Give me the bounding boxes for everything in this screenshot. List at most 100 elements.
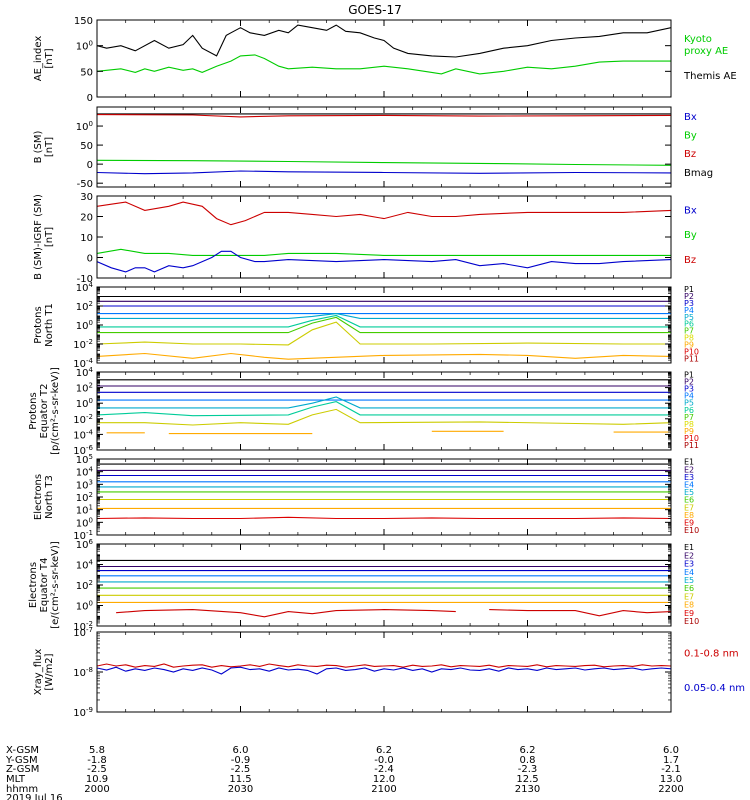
ephemeris-value: 6.2 [376, 745, 392, 756]
legend-entry: P8 [684, 420, 694, 429]
series-line-0-1-0-8-nm [97, 663, 671, 668]
y-tick-label: 104 [76, 559, 94, 572]
legend-entry: E8 [684, 601, 694, 610]
ephemeris-value: 11.5 [229, 774, 251, 785]
ephemeris-row-label: MLT [6, 774, 26, 785]
y-axis-label: AE_index [33, 36, 44, 82]
ephemeris-table: X-GSM 5.8 6.0 6.2 6.2 6.0 Y-GSM -1.8 -0.9 -0.0 0.8… [5, 745, 684, 800]
legend-entry: P7 [684, 413, 694, 422]
y-axis-label: Electrons [28, 562, 39, 608]
legend-entry: E3 [684, 560, 694, 569]
series-line-p5 [97, 396, 671, 409]
ephemeris-value: 6.0 [233, 745, 249, 756]
legend-entry: By [684, 230, 697, 241]
series-line-p5 [97, 313, 671, 319]
legend-entry: E5 [684, 576, 694, 585]
legend-entry: P10 [684, 347, 699, 356]
panel-frame [96, 371, 672, 451]
series-line-p7 [97, 316, 671, 334]
legend-entry: P3 [684, 299, 694, 308]
ephemeris-value: 12.5 [516, 774, 538, 785]
series-group [97, 295, 671, 360]
series-group [97, 379, 671, 435]
y-axis-label: [p/(cm²-s-sr-keV)] [50, 367, 61, 455]
y-axis-label: B (SM) [33, 130, 44, 163]
legend-entry: Bz [684, 255, 696, 266]
ephemeris-row-label: X-GSM [6, 745, 39, 756]
y-axis-label: [nT] [44, 227, 55, 247]
y-tick-label: 104 [76, 466, 94, 479]
y-tick-label: 102 [76, 300, 93, 313]
y-axis-label: [nT] [44, 48, 55, 68]
y-tick-label: 50 [80, 141, 93, 152]
ephemeris-value: -2.5 [87, 764, 107, 775]
y-tick-label: 100 [76, 516, 93, 529]
y-tick-label: 0 [87, 160, 93, 171]
legend-entry: E7 [684, 503, 694, 512]
legend-entry: 0.1-0.8 nm [684, 648, 739, 659]
panel-xray: 10-9 10-8 10-7 Xray_flux [W/m2] 0.1-0.8 nm 0.0… [33, 626, 745, 719]
y-axis-label: [e/(cm²-s-sr-keV)] [50, 541, 61, 629]
y-tick-label: 100 [76, 600, 93, 613]
y-tick-label: 104 [76, 366, 94, 379]
legend-entry: E3 [684, 473, 694, 482]
y-tick-label: 0 [87, 93, 93, 104]
legend-entry: P5 [684, 399, 694, 408]
legend-entry: P3 [684, 385, 694, 394]
ephemeris-value: -0.0 [374, 755, 394, 766]
legend-entry: 0.05-0.4 nm [684, 683, 745, 694]
ephemeris-value: -2.4 [374, 764, 394, 775]
legend-entry: E6 [684, 584, 694, 593]
ephemeris-value: -0.9 [231, 755, 251, 766]
ephemeris-value: 5.8 [89, 745, 105, 756]
x-tick-label: 2130 [515, 784, 540, 795]
y-tick-label: 0 [87, 254, 93, 265]
ephemeris-row-label: Z-GSM [6, 764, 39, 775]
ephemeris-value: 6.0 [663, 745, 679, 756]
ephemeris-row-label: Y-GSM [5, 755, 38, 766]
series-line-p9 [97, 352, 671, 360]
legend-entry: P7 [684, 327, 694, 336]
legend-entry: E8 [684, 511, 694, 520]
panel-frame [96, 19, 672, 98]
legend-entry: P6 [684, 406, 694, 415]
y-tick-label: 10-8 [73, 666, 93, 679]
legend-entry: Bz [684, 149, 696, 160]
ephemeris-value: 0.8 [520, 755, 536, 766]
legend-entry: E6 [684, 496, 694, 505]
y-axis-label: North T3 [44, 475, 55, 519]
legend-entry: P4 [684, 306, 694, 315]
series-line-bz [97, 201, 671, 226]
y-tick-label: 103 [76, 478, 93, 491]
ephemeris-value: 6.2 [520, 745, 536, 756]
y-tick-label: 150 [74, 16, 93, 27]
series-line-p6 [97, 314, 671, 328]
ephemeris-value: -1.8 [87, 755, 107, 766]
legend-entry: P11 [684, 354, 699, 363]
legend-entry: E2 [684, 465, 694, 474]
series-group [97, 201, 671, 273]
series-group [97, 113, 671, 175]
y-tick-label: -10 [77, 274, 93, 285]
series-line-e9 [116, 609, 456, 618]
legend-entry: E9 [684, 609, 694, 618]
legend-entry: E4 [684, 568, 694, 577]
panel-frame [96, 106, 672, 188]
legend-entry: By [684, 131, 697, 142]
x-tick-label: 2100 [371, 784, 396, 795]
legend-entry: P1 [684, 370, 694, 379]
y-tick-label: 10-4 [73, 428, 93, 441]
y-axis-label: Electrons [33, 474, 44, 520]
y-tick-label: 100 [76, 120, 93, 133]
legend-entry: P10 [684, 434, 699, 443]
legend-entry: Themis AE [683, 71, 737, 82]
y-tick-label: 50 [80, 67, 93, 78]
y-axis-label: Equator T4 [39, 558, 50, 613]
y-tick-label: 10-2 [73, 338, 93, 351]
legend-entry: Bx [684, 112, 697, 123]
